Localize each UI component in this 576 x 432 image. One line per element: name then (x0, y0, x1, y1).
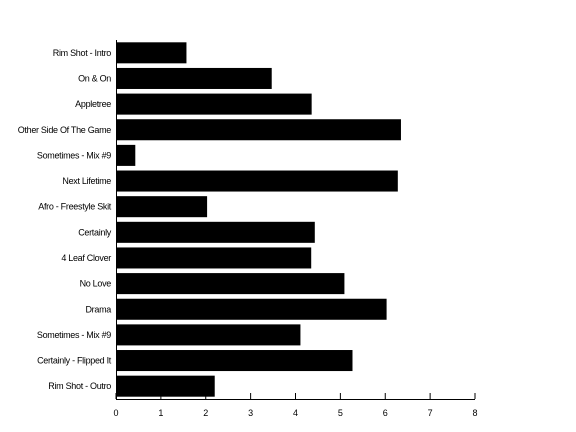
category-label: Afro - Freestyle Skit (38, 202, 112, 212)
category-label: Other Side Of The Game (18, 125, 112, 135)
bar (116, 170, 398, 192)
bar (116, 67, 272, 89)
x-tick-label: 5 (338, 408, 343, 418)
category-label: Next Lifetime (62, 176, 111, 186)
category-labels-group: Rim Shot - Intro On & On Appletree Other Si… (18, 48, 112, 391)
bar (116, 273, 345, 295)
bar (116, 119, 401, 141)
category-label: Certainly (78, 227, 112, 237)
x-tick-label: 8 (472, 408, 477, 418)
category-label: Sometimes - Mix #9 (37, 330, 111, 340)
bar (116, 247, 312, 269)
bar (116, 375, 215, 397)
bar (116, 196, 208, 218)
category-label: No Love (80, 279, 112, 289)
x-tick-label: 1 (158, 408, 163, 418)
x-ticks-group: 0 1 2 3 4 5 6 7 8 (113, 393, 478, 418)
category-label: On & On (78, 73, 111, 83)
category-label: Rim Shot - Intro (53, 48, 112, 58)
category-label: Rim Shot - Outro (48, 381, 111, 391)
bars-group (116, 42, 401, 397)
bar (116, 350, 353, 372)
bar (116, 144, 136, 166)
x-tick-label: 2 (203, 408, 208, 418)
category-label: Certainly - Flipped It (37, 356, 112, 366)
x-tick-label: 4 (293, 408, 298, 418)
category-label: Appletree (75, 99, 111, 109)
bar (116, 221, 315, 243)
category-label: Drama (85, 304, 111, 314)
bar (116, 42, 187, 64)
x-tick-label: 3 (248, 408, 253, 418)
bar (116, 298, 387, 320)
bar (116, 324, 301, 346)
category-label: Sometimes - Mix #9 (37, 150, 111, 160)
x-tick-label: 6 (383, 408, 388, 418)
bar (116, 93, 312, 115)
x-tick-label: 7 (428, 408, 433, 418)
x-tick-label: 0 (113, 408, 118, 418)
category-label: 4 Leaf Clover (61, 253, 111, 263)
